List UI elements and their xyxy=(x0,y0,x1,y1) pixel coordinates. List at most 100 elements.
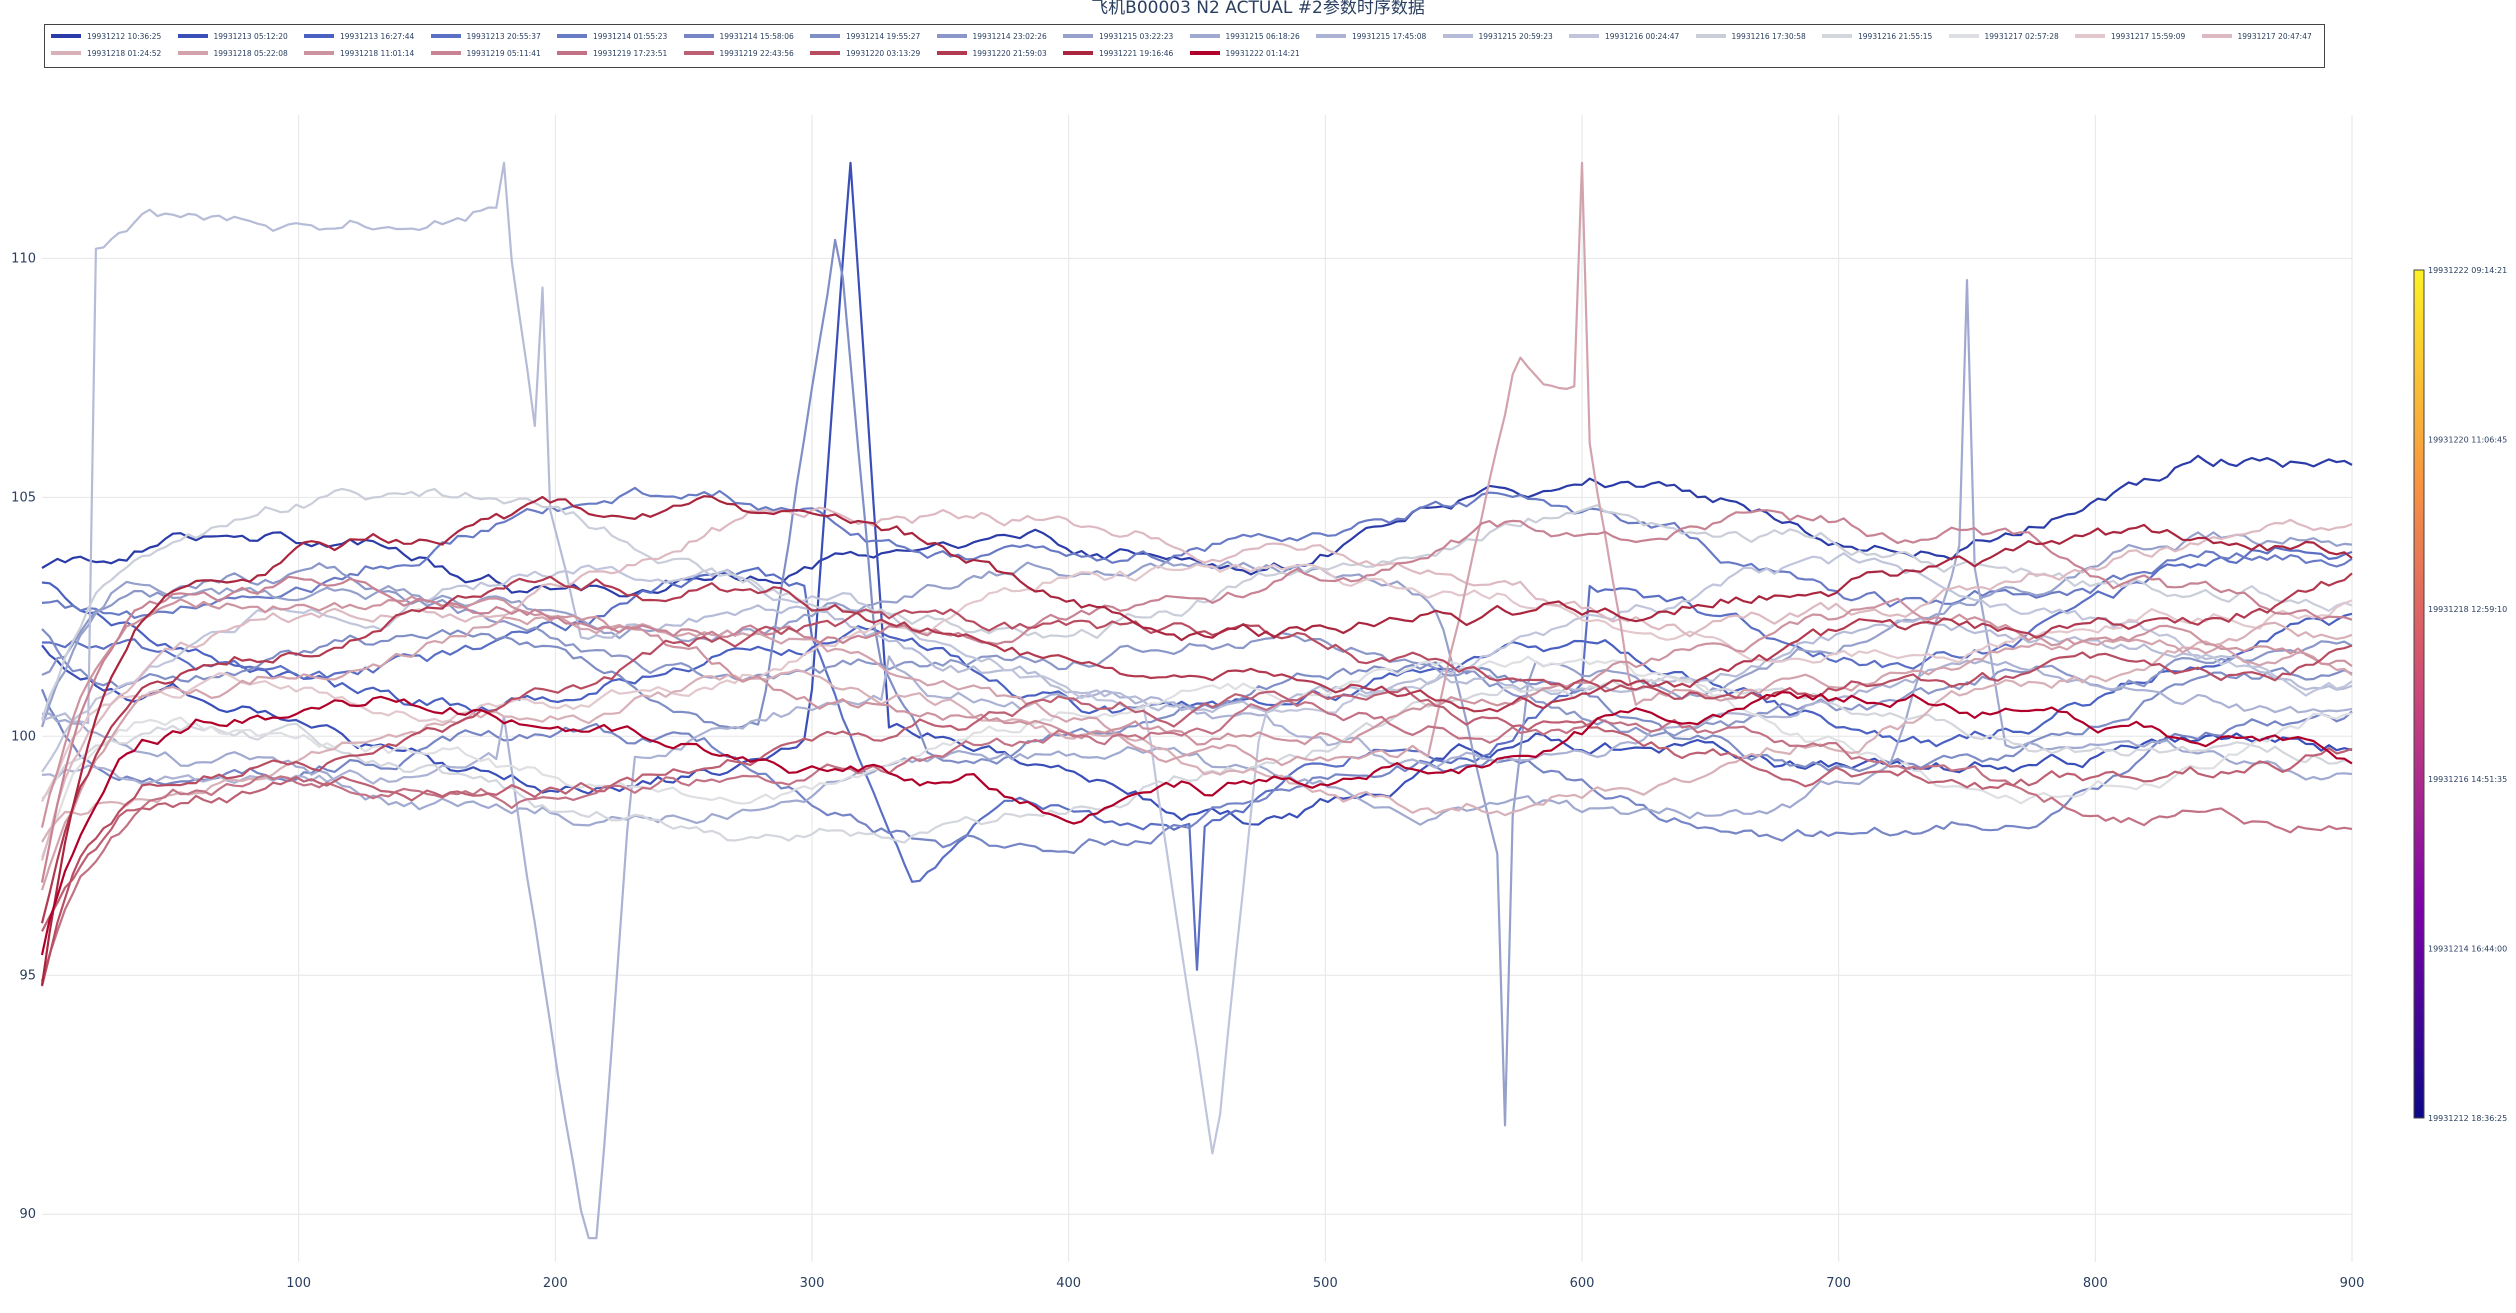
legend-label: 19931217 02:57:28 xyxy=(1984,31,2059,41)
chart-title: 飞机B00003 N2 ACTUAL #2参数时序数据 xyxy=(1091,0,1425,18)
legend-item[interactable]: 19931213 20:55:37 xyxy=(430,27,541,45)
series-line[interactable] xyxy=(41,686,2353,932)
legend-label: 19931219 17:23:51 xyxy=(593,48,668,58)
legend-swatch xyxy=(810,51,840,55)
legend-label: 19931220 03:13:29 xyxy=(846,48,921,58)
series-line[interactable] xyxy=(41,161,2353,725)
y-tick-label: 100 xyxy=(11,729,36,744)
colorbar-gradient xyxy=(2413,269,2425,1119)
legend-item[interactable]: 19931217 15:59:09 xyxy=(2075,27,2185,45)
legend-label: 19931213 20:55:37 xyxy=(466,31,541,41)
series-line[interactable] xyxy=(40,608,2353,987)
legend-label: 19931215 06:18:26 xyxy=(1225,31,1300,41)
legend-swatch xyxy=(304,51,334,55)
legend-label: 19931216 00:24:47 xyxy=(1605,31,1680,41)
series-line[interactable] xyxy=(41,454,2353,598)
legend-label: 19931214 19:55:27 xyxy=(846,31,921,41)
legend-item[interactable]: 19931215 03:22:23 xyxy=(1063,27,1173,45)
axes: 90 95 100 105 110 100 200 300 400 500 600 700 800 900 xyxy=(11,251,2364,1291)
legend-swatch xyxy=(2201,34,2232,38)
legend-label: 19931218 05:22:08 xyxy=(213,48,288,58)
series-line[interactable] xyxy=(41,279,2353,827)
legend-item[interactable]: 19931215 06:18:26 xyxy=(1189,27,1300,45)
series-line[interactable] xyxy=(40,688,2353,855)
legend-swatch xyxy=(1063,51,1093,55)
legend-item[interactable]: 19931220 21:59:03 xyxy=(936,44,1047,62)
legend-swatch xyxy=(304,34,334,38)
series-line[interactable] xyxy=(40,699,2353,982)
series-line[interactable] xyxy=(41,581,2353,748)
legend-label: 19931214 01:55:23 xyxy=(593,31,668,41)
legend-item[interactable]: 19931218 11:01:14 xyxy=(304,44,414,62)
grid xyxy=(42,115,2353,1262)
legend: 19931212 10:36:25 19931213 05:12:20 199312… xyxy=(44,24,2325,68)
legend-swatch xyxy=(1189,51,1220,55)
series-line[interactable] xyxy=(40,572,2353,924)
series-line[interactable] xyxy=(41,655,2353,1240)
legend-item[interactable]: 19931215 17:45:08 xyxy=(1316,27,1426,45)
legend-label: 19931215 20:59:23 xyxy=(1478,31,1553,41)
legend-item[interactable]: 19931214 19:55:27 xyxy=(810,27,920,45)
series-line[interactable] xyxy=(40,161,2353,891)
legend-item[interactable]: 19931213 05:12:20 xyxy=(177,27,288,45)
x-tick-label: 400 xyxy=(1056,1276,1081,1291)
y-tick-label: 95 xyxy=(19,968,36,983)
legend-item[interactable]: 19931214 23:02:26 xyxy=(936,27,1047,45)
colorbar-tick-label: 19931220 11:06:45 xyxy=(2428,436,2507,445)
legend-item[interactable]: 19931216 00:24:47 xyxy=(1569,27,1679,45)
x-tick-label: 200 xyxy=(543,1276,568,1291)
colorbar-tick-label: 19931222 09:14:21 xyxy=(2428,266,2507,275)
legend-item[interactable]: 19931212 10:36:25 xyxy=(51,27,161,45)
legend-swatch xyxy=(810,34,840,38)
legend-label: 19931213 05:12:20 xyxy=(213,31,288,41)
legend-label: 19931219 22:43:56 xyxy=(719,48,794,58)
legend-item[interactable]: 19931215 20:59:23 xyxy=(1442,27,1553,45)
legend-swatch xyxy=(1063,34,1093,38)
legend-item[interactable]: 19931218 05:22:08 xyxy=(177,44,288,62)
series-line[interactable] xyxy=(41,621,2353,843)
legend-item[interactable]: 19931218 01:24:52 xyxy=(51,44,161,62)
series-line[interactable] xyxy=(40,495,2353,986)
legend-item[interactable]: 19931216 21:55:15 xyxy=(1822,27,1932,45)
legend-item[interactable]: 19931221 19:16:46 xyxy=(1063,44,1173,62)
legend-swatch xyxy=(557,51,587,55)
legend-item[interactable]: 19931216 17:30:58 xyxy=(1695,27,1806,45)
legend-item[interactable]: 19931219 22:43:56 xyxy=(683,44,794,62)
legend-label: 19931216 21:55:15 xyxy=(1858,31,1933,41)
legend-label: 19931216 17:30:58 xyxy=(1731,31,1806,41)
series-lines xyxy=(40,161,2353,1240)
legend-swatch xyxy=(1569,34,1599,38)
legend-swatch xyxy=(936,34,967,38)
legend-item[interactable]: 19931219 17:23:51 xyxy=(557,44,667,62)
legend-item[interactable]: 19931222 01:14:21 xyxy=(1189,44,1300,62)
legend-item[interactable]: 19931217 20:47:47 xyxy=(2201,27,2312,45)
colorbar-tick-label: 19931216 14:51:35 xyxy=(2428,775,2507,784)
x-tick-label: 800 xyxy=(2083,1276,2108,1291)
legend-swatch xyxy=(430,34,461,38)
legend-item[interactable]: 19931213 16:27:44 xyxy=(304,27,414,45)
legend-swatch xyxy=(1822,34,1852,38)
series-line[interactable] xyxy=(41,674,2353,844)
legend-label: 19931212 10:36:25 xyxy=(87,31,162,41)
legend-item[interactable]: 19931214 01:55:23 xyxy=(557,27,667,45)
series-line[interactable] xyxy=(40,506,2353,861)
x-tick-label: 700 xyxy=(1826,1276,1851,1291)
legend-label: 19931215 03:22:23 xyxy=(1099,31,1174,41)
series-line[interactable] xyxy=(42,546,2353,971)
legend-item[interactable]: 19931220 03:13:29 xyxy=(810,44,920,62)
legend-label: 19931218 11:01:14 xyxy=(340,48,415,58)
series-line[interactable] xyxy=(41,562,2353,738)
legend-item[interactable]: 19931214 15:58:06 xyxy=(683,27,794,45)
legend-label: 19931222 01:14:21 xyxy=(1225,48,1300,58)
legend-swatch xyxy=(683,51,714,55)
legend-label: 19931221 19:16:46 xyxy=(1099,48,1174,58)
series-line[interactable] xyxy=(40,655,2353,858)
legend-swatch xyxy=(1442,34,1473,38)
legend-item[interactable]: 19931219 05:11:41 xyxy=(430,44,541,62)
series-line[interactable] xyxy=(41,563,2353,803)
series-line[interactable] xyxy=(40,509,2353,883)
x-tick-label: 300 xyxy=(800,1276,825,1291)
x-tick-label: 900 xyxy=(2340,1276,2365,1291)
series-line[interactable] xyxy=(40,690,2353,956)
legend-item[interactable]: 19931217 02:57:28 xyxy=(1948,27,2059,45)
